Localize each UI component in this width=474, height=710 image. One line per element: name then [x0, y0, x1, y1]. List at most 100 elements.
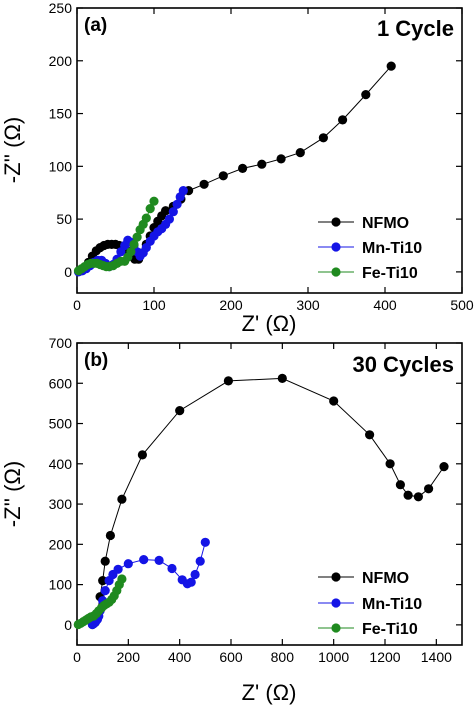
y-tick-label-a: 50	[56, 211, 72, 227]
plot-frame-b	[76, 342, 463, 646]
point-nfmo-b	[98, 576, 108, 586]
y-tick-label-b: 600	[49, 375, 73, 391]
series-a	[73, 61, 396, 277]
point-mnti10-b	[113, 564, 123, 574]
point-nfmo-a	[276, 154, 286, 164]
point-mnti10-b	[139, 555, 149, 565]
legend-label-nfmo-a: NFMO	[362, 215, 409, 232]
y-tick-label-b: 700	[49, 335, 73, 351]
point-nfmo-b	[175, 406, 185, 416]
legend-marker-feti10-b	[331, 623, 341, 633]
point-mnti10-b	[123, 559, 133, 569]
y-tick-label-b: 100	[49, 577, 73, 593]
point-mnti10-b	[154, 555, 164, 566]
point-nfmo-a	[338, 115, 348, 125]
x-tick-label-a: 200	[219, 297, 243, 313]
point-mnti10-b	[190, 569, 200, 580]
legend-marker-mnti10-a	[331, 242, 341, 252]
y-tick-label-b: 0	[64, 617, 72, 633]
point-feti10-a	[145, 204, 155, 214]
point-mnti10-a	[172, 199, 182, 209]
legend-marker-nfmo-a	[331, 217, 341, 227]
y-axis-title-b: -Z'' (Ω)	[0, 461, 25, 527]
x-tick-label-a: 400	[373, 297, 397, 313]
x-tick-label-b: 0	[73, 649, 81, 665]
y-tick-label-a: 250	[49, 0, 73, 16]
y-tick-label-a: 0	[64, 264, 72, 280]
y-tick-label-b: 500	[49, 416, 73, 432]
point-mnti10-a	[178, 186, 188, 196]
point-feti10-a	[126, 247, 136, 257]
y-tick-label-b: 400	[49, 456, 73, 472]
point-feti10-a	[129, 239, 139, 249]
point-nfmo-b	[395, 480, 405, 490]
panel-tag-b: (b)	[84, 350, 108, 371]
point-nfmo-b	[424, 484, 434, 494]
y-tick-label-b: 300	[49, 496, 73, 512]
point-feti10-b	[117, 574, 127, 584]
legend-marker-mnti10-b	[331, 598, 341, 608]
panel-title-b: 30 Cycles	[352, 352, 454, 377]
x-tick-label-b: 800	[271, 649, 295, 665]
y-tick-label-b: 200	[49, 536, 73, 552]
x-tick-label-b: 1400	[421, 649, 452, 665]
panel-b: 0 200 400 600 800 1000 1200 1400 0 100 200 300 400 50…	[0, 335, 463, 705]
x-tick-label-a: 500	[450, 297, 474, 313]
point-nfmo-b	[365, 430, 375, 440]
legend-a: NFMO Mn-Ti10 Fe-Ti10	[318, 215, 422, 282]
point-nfmo-b	[223, 376, 233, 386]
point-mnti10-b	[100, 586, 110, 596]
legend-label-nfmo-b: NFMO	[362, 570, 409, 587]
point-mnti10-a	[168, 207, 178, 217]
legend-label-feti10-b: Fe-Ti10	[362, 621, 418, 638]
point-mnti10-b	[167, 563, 177, 574]
x-tick-label-a: 0	[73, 297, 81, 313]
legend-label-feti10-a: Fe-Ti10	[362, 265, 418, 282]
point-nfmo-a	[295, 148, 305, 158]
panel-title-a: 1 Cycle	[377, 16, 454, 41]
ticks-b: 0 200 400 600 800 1000 1200 1400 0 100 200 300 400 50…	[49, 335, 462, 665]
point-nfmo-b	[105, 530, 115, 541]
point-mnti10-b	[186, 577, 196, 587]
x-tick-label-b: 400	[168, 649, 192, 665]
ticks-a: 0 100 200 300 400 500 0 50 100 150 200 250	[49, 0, 474, 313]
point-nfmo-a	[218, 171, 228, 181]
legend-label-mnti10-a: Mn-Ti10	[362, 240, 422, 257]
y-tick-label-a: 100	[49, 158, 73, 174]
x-tick-label-a: 100	[142, 297, 166, 313]
x-tick-label-a: 300	[296, 297, 320, 313]
x-tick-label-b: 200	[117, 649, 141, 665]
point-nfmo-b	[439, 462, 449, 472]
point-nfmo-b	[100, 556, 110, 566]
point-nfmo-a	[238, 163, 248, 173]
series-b	[73, 373, 449, 630]
panel-a: 0 100 200 300 400 500 0 50 100 150 200 250 (a) 1 Cy…	[0, 0, 474, 336]
point-mnti10-b	[200, 537, 210, 547]
point-nfmo-a	[361, 90, 371, 100]
point-nfmo-b	[413, 492, 423, 502]
point-nfmo-a	[199, 179, 209, 189]
legend-marker-feti10-a	[331, 267, 341, 277]
legend-marker-nfmo-b	[331, 572, 341, 582]
point-nfmo-a	[318, 133, 328, 143]
point-nfmo-a	[161, 206, 171, 216]
point-nfmo-b	[277, 373, 287, 383]
x-axis-title-b: Z' (Ω)	[242, 680, 297, 705]
x-axis-title-a: Z' (Ω)	[242, 311, 297, 336]
point-feti10-a	[141, 213, 151, 223]
point-nfmo-b	[137, 450, 147, 460]
x-tick-label-b: 1000	[318, 649, 349, 665]
point-mnti10-b	[195, 556, 205, 566]
panel-tag-a: (a)	[84, 15, 107, 36]
legend-label-mnti10-b: Mn-Ti10	[362, 596, 422, 613]
y-tick-label-a: 200	[49, 53, 73, 69]
point-nfmo-a	[257, 159, 267, 169]
x-tick-label-b: 600	[219, 649, 243, 665]
point-nfmo-b	[403, 490, 413, 500]
point-mnti10-a	[164, 214, 174, 224]
point-feti10-a	[149, 196, 159, 206]
y-tick-label-a: 150	[49, 106, 73, 122]
point-nfmo-b	[329, 396, 339, 406]
